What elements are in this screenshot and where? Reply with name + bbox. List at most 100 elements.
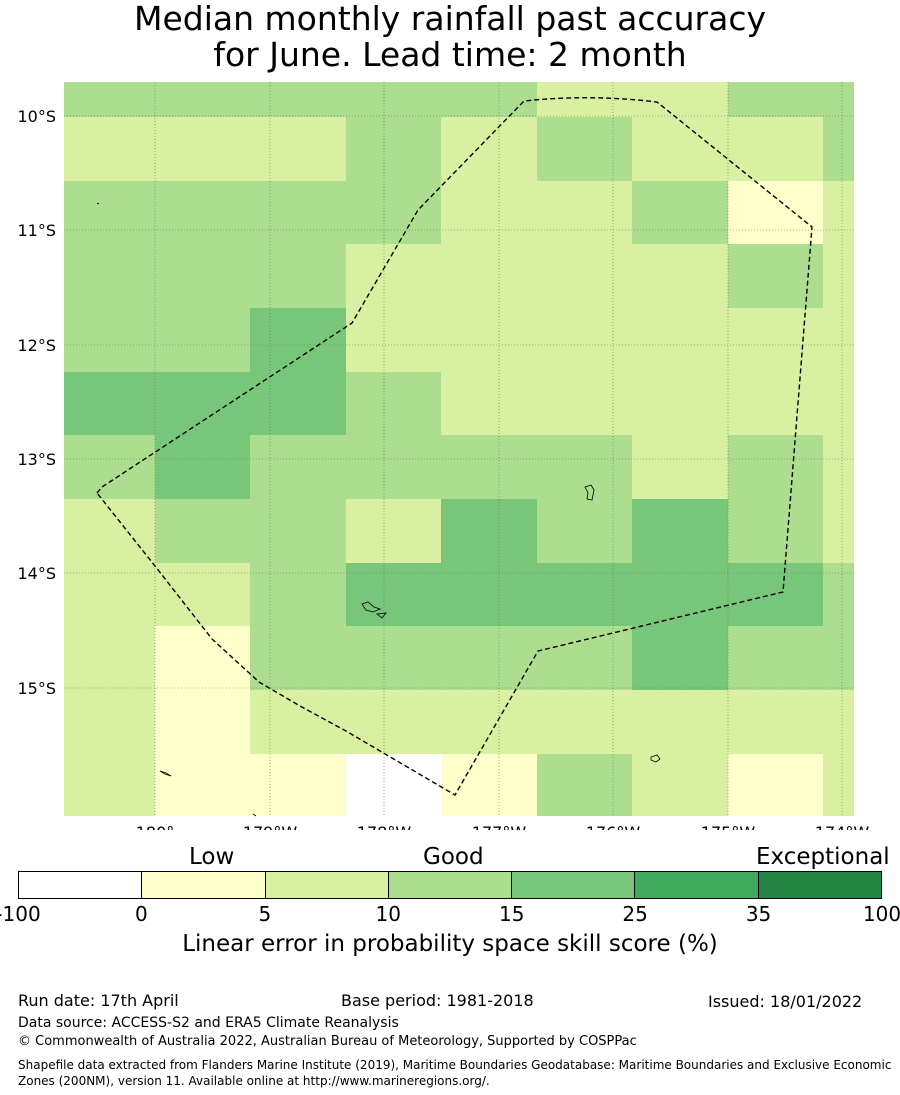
grid-cell	[537, 754, 632, 816]
grid-cell	[250, 435, 346, 499]
grid-cell	[346, 435, 441, 499]
grid-cell	[441, 181, 537, 244]
colorbar-segment	[758, 872, 881, 898]
latitude-label: 13°S	[17, 450, 56, 469]
colorbar-segment	[265, 872, 389, 898]
grid-cell	[346, 82, 441, 117]
grid-cell	[632, 372, 728, 435]
colorbar-segment	[142, 872, 266, 898]
grid-cell	[155, 308, 250, 372]
grid-cell	[346, 690, 441, 754]
grid-cell	[823, 244, 854, 308]
grid-cell	[632, 435, 728, 499]
grid-cell	[346, 308, 441, 372]
grid-cell	[250, 117, 346, 181]
map-title-line2: for June. Lead time: 2 month	[213, 35, 687, 74]
longitude-label: 180°	[136, 823, 175, 830]
grid-cell	[823, 563, 854, 626]
grid-cell	[632, 499, 728, 563]
grid-cell	[250, 626, 346, 690]
coastline-island	[584, 484, 595, 501]
latitude-label: 11°S	[17, 221, 56, 240]
legend-exceptional-label: Exceptional	[756, 844, 890, 870]
grid-cell	[441, 626, 537, 690]
grid-cell	[346, 181, 441, 244]
grid-cell	[64, 563, 155, 626]
colorbar-tick-label: 100	[862, 902, 900, 926]
grid-cell	[441, 82, 537, 117]
grid-cell	[632, 626, 728, 690]
longitude-label: 179°W	[243, 823, 298, 830]
longitude-label: 177°W	[472, 823, 527, 830]
copyright: © Commonwealth of Australia 2022, Austra…	[18, 1034, 637, 1049]
grid-cell	[537, 244, 632, 308]
colorbar-segment	[388, 872, 513, 898]
grid-cell	[64, 626, 155, 690]
colorbar-tick-label: 10	[375, 902, 402, 926]
grid-cell	[64, 82, 155, 117]
grid-cell	[250, 754, 346, 816]
grid-cell	[441, 690, 537, 754]
grid-cell	[728, 244, 823, 308]
grid-cell	[250, 181, 346, 244]
grid-cell	[632, 754, 728, 816]
grid-cell	[632, 563, 728, 626]
legend-colorbar	[18, 871, 882, 899]
legend-good-label: Good	[423, 844, 484, 870]
grid-cell	[728, 117, 823, 181]
longitude-label: 178°W	[357, 823, 412, 830]
grid-cell	[346, 117, 441, 181]
grid-cell	[823, 435, 854, 499]
grid-cell	[250, 308, 346, 372]
grid-cell	[537, 82, 632, 117]
grid-cell	[632, 82, 728, 117]
grid-cell	[250, 82, 346, 117]
grid-cell	[823, 308, 854, 372]
grid-cell	[250, 372, 346, 435]
grid-cell	[64, 690, 155, 754]
grid-cell	[64, 308, 155, 372]
grid-cell	[441, 435, 537, 499]
grid-cell	[823, 181, 854, 244]
grid-cell	[632, 244, 728, 308]
grid-cell	[441, 372, 537, 435]
grid-cell	[537, 117, 632, 181]
grid-cell	[250, 563, 346, 626]
colorbar-tick-label: 5	[258, 902, 272, 926]
grid-cell	[155, 117, 250, 181]
coastline-island	[252, 813, 257, 817]
grid-cell	[441, 244, 537, 308]
grid-cell	[155, 372, 250, 435]
coastline-island	[159, 770, 172, 777]
grid-cell	[346, 372, 441, 435]
grid-cell	[537, 563, 632, 626]
eez-boundary-line	[96, 97, 813, 796]
latitude-label: 14°S	[17, 564, 56, 583]
grid-cell	[632, 308, 728, 372]
grid-cell	[728, 690, 823, 754]
grid-cell	[155, 690, 250, 754]
grid-cell	[537, 181, 632, 244]
colorbar-tick-label: 0	[135, 902, 148, 926]
grid-cell	[632, 181, 728, 244]
grid-cell	[64, 244, 155, 308]
shapefile-credit: Shapefile data extracted from Flanders M…	[18, 1058, 892, 1088]
latitude-labels: 10°S 11°S 12°S 13°S 14°S 15°S	[17, 107, 56, 698]
grid-cell	[728, 372, 823, 435]
colorbar-segment	[635, 872, 759, 898]
grid-cell	[441, 754, 537, 816]
grid-cell	[155, 754, 250, 816]
grid-cell	[155, 499, 250, 563]
grid-cell	[441, 499, 537, 563]
grid-cell	[441, 117, 537, 181]
grid-cell	[823, 372, 854, 435]
grid-cell	[728, 435, 823, 499]
grid-cell	[537, 499, 632, 563]
colorbar-tick-label: 35	[745, 902, 772, 926]
grid-cell	[346, 244, 441, 308]
latitude-label: 12°S	[17, 336, 56, 355]
issued-date: Issued: 18/01/2022	[708, 992, 863, 1011]
grid-cell	[64, 435, 155, 499]
legend-title: Linear error in probability space skill …	[182, 931, 718, 957]
grid-cell	[537, 435, 632, 499]
